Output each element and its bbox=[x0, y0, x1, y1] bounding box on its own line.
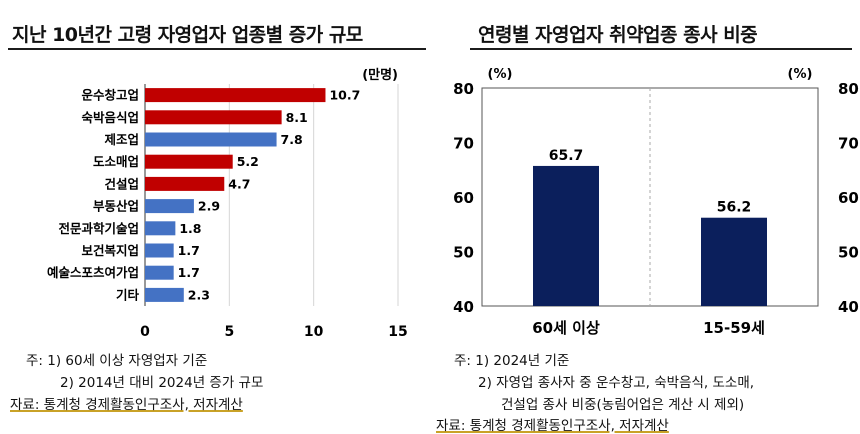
left-category-labels: 운수창고업숙박음식업제조업도소매업건설업부동산업전문과학기술업보건복지업예술스포… bbox=[47, 88, 140, 303]
right-y-tick-label-right: 40 bbox=[838, 298, 859, 316]
left-category-label: 제조업 bbox=[104, 132, 139, 147]
right-bar-chart: (%) (%) 40 50 60 70 80 40 50 60 70 80 65.7 56.2 6… bbox=[453, 67, 859, 337]
right-y-tick-label-right: 70 bbox=[838, 135, 859, 153]
right-value-label: 65.7 bbox=[549, 148, 584, 164]
right-chart-title: 연령별 자영업자 취약업종 종사 비중 bbox=[478, 24, 758, 46]
left-category-label: 기타 bbox=[116, 287, 140, 302]
left-bar bbox=[145, 243, 174, 258]
left-category-label: 보건복지업 bbox=[81, 243, 139, 258]
left-value-labels: 10.7 8.1 7.8 5.2 4.7 2.9 1.8 1.7 1.7 2.3 bbox=[178, 88, 361, 303]
left-bar bbox=[145, 265, 174, 280]
right-y-tick-label-right: 80 bbox=[838, 80, 859, 98]
right-y-tick-label-right: 50 bbox=[838, 244, 859, 262]
left-x-tick-label: 10 bbox=[304, 324, 324, 340]
left-category-label: 건설업 bbox=[104, 176, 139, 191]
left-bar bbox=[145, 287, 184, 302]
right-chart-panel: 연령별 자영업자 취약업종 종사 비중 (%) (%) 40 50 60 70 80 4… bbox=[430, 0, 860, 434]
left-value-label: 1.8 bbox=[179, 221, 201, 236]
right-y-tick-label-left: 60 bbox=[453, 189, 474, 207]
right-category-label: 60세 이상 bbox=[532, 319, 600, 337]
left-note-1: 주: 1) 60세 이상 자영업자 기준 bbox=[26, 353, 208, 369]
right-unit-right: (%) bbox=[788, 67, 813, 82]
right-y-tick-labels-right: 40 50 60 70 80 bbox=[838, 80, 859, 316]
left-category-label: 예술스포츠여가업 bbox=[47, 265, 139, 280]
right-y-tick-labels-left: 40 50 60 70 80 bbox=[453, 80, 474, 316]
left-x-tick-label: 5 bbox=[224, 324, 234, 340]
right-y-tick-label-left: 50 bbox=[453, 244, 474, 262]
right-category-labels: 60세 이상 15-59세 bbox=[532, 319, 765, 337]
left-bar bbox=[145, 154, 233, 169]
right-source: 자료: 통계청 경제활동인구조사, 저자계산 bbox=[436, 418, 669, 434]
right-category-label: 15-59세 bbox=[703, 319, 765, 337]
left-category-label: 숙박음식업 bbox=[81, 110, 139, 125]
left-category-label: 도소매업 bbox=[93, 154, 139, 169]
left-bar bbox=[145, 88, 326, 103]
right-title-rule bbox=[470, 48, 852, 50]
left-value-label: 4.7 bbox=[228, 176, 250, 191]
right-y-tick-label-right: 60 bbox=[838, 189, 859, 207]
right-y-tick-label-left: 40 bbox=[453, 298, 474, 316]
left-value-label: 1.7 bbox=[178, 265, 200, 280]
left-value-label: 10.7 bbox=[329, 88, 360, 103]
right-note-2: 2) 자영업 종사자 중 운수창고, 숙박음식, 도소매, bbox=[478, 375, 755, 391]
left-value-label: 5.2 bbox=[237, 154, 259, 169]
left-bar bbox=[145, 132, 277, 147]
right-bar bbox=[701, 217, 767, 306]
right-bars bbox=[533, 165, 767, 306]
left-x-tick-label: 0 bbox=[140, 324, 150, 340]
left-category-label: 운수창고업 bbox=[81, 88, 139, 103]
left-bar-chart: (만명) 운수창고업숙박음식업제조업도소매업건설업부동산업전문과학기술업보건복지… bbox=[47, 67, 408, 340]
left-bar bbox=[145, 221, 176, 236]
left-value-label: 2.9 bbox=[198, 199, 220, 214]
right-y-tick-label-left: 70 bbox=[453, 135, 474, 153]
right-unit-left: (%) bbox=[488, 67, 513, 82]
left-x-tick-label: 15 bbox=[388, 324, 407, 340]
left-value-label: 7.8 bbox=[281, 132, 303, 147]
right-note-1: 주: 1) 2024년 기준 bbox=[454, 353, 570, 369]
left-chart-title: 지난 10년간 고령 자영업자 업종별 증가 규모 bbox=[12, 24, 363, 46]
left-value-label: 1.7 bbox=[178, 243, 200, 258]
left-value-label: 2.3 bbox=[188, 287, 210, 302]
left-bar bbox=[145, 176, 225, 191]
left-category-label: 전문과학기술업 bbox=[58, 221, 139, 236]
right-note-3: 건설업 종사 비중(농림어업은 계산 시 제외) bbox=[501, 397, 745, 413]
right-value-labels: 65.7 56.2 bbox=[549, 148, 752, 216]
left-source: 자료: 통계청 경제활동인구조사, 저자계산 bbox=[10, 397, 243, 413]
left-bar bbox=[145, 110, 282, 125]
left-x-tick-labels: 0 5 10 15 bbox=[140, 324, 408, 340]
right-plot-frame bbox=[481, 87, 819, 307]
right-y-tick-label-left: 80 bbox=[453, 80, 474, 98]
left-title-rule bbox=[8, 48, 426, 50]
left-category-label: 부동산업 bbox=[93, 199, 139, 214]
left-unit-label: (만명) bbox=[362, 67, 398, 83]
right-bar bbox=[533, 165, 599, 306]
left-bars bbox=[145, 88, 326, 302]
left-note-2: 2) 2014년 대비 2024년 증가 규모 bbox=[60, 375, 264, 391]
left-bar bbox=[145, 199, 194, 214]
left-value-label: 8.1 bbox=[286, 110, 308, 125]
right-value-label: 56.2 bbox=[717, 200, 752, 216]
